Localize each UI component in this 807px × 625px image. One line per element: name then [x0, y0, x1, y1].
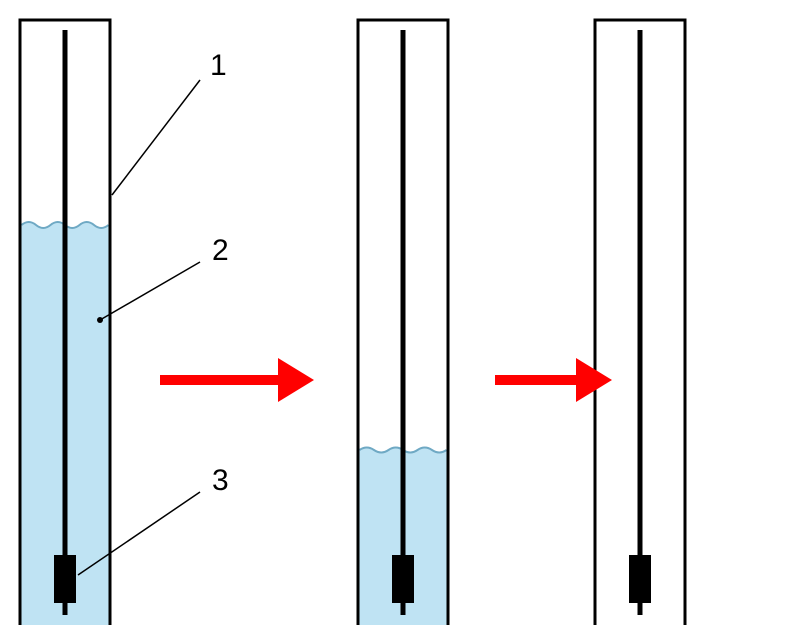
- pointer-label-1: 1: [210, 49, 227, 82]
- diagram-canvas: 1 2 3: [0, 0, 807, 625]
- pointer-2: 2: [97, 234, 229, 323]
- tube-3: [594, 20, 687, 625]
- pointer-1: 1: [112, 49, 227, 195]
- pointer-line: [100, 262, 200, 320]
- pointer-line: [112, 80, 200, 195]
- weight-block: [629, 555, 651, 603]
- weight-block: [392, 555, 414, 603]
- tube-1: [19, 20, 112, 625]
- tube-2: [357, 20, 450, 625]
- weight-block: [54, 555, 76, 603]
- arrow-head: [278, 358, 314, 402]
- pointer-label-2: 2: [212, 234, 229, 267]
- arrow-icon: [160, 358, 314, 402]
- pointer-dot: [97, 317, 103, 323]
- pointer-label-3: 3: [212, 464, 229, 497]
